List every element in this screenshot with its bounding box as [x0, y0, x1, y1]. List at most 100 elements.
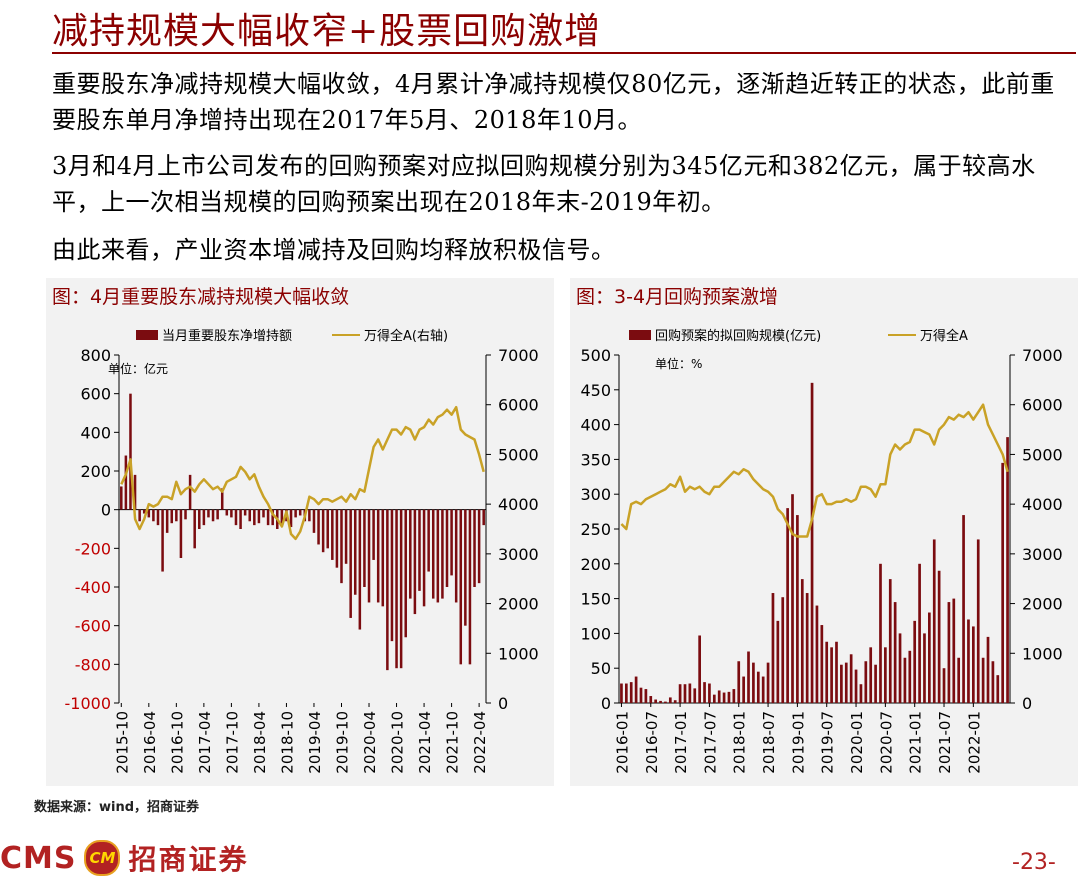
bar: [717, 690, 721, 703]
bar: [335, 509, 339, 568]
bar: [152, 509, 155, 522]
bar: [830, 647, 833, 703]
left-tick-label: 0: [601, 694, 611, 713]
bar: [952, 598, 956, 703]
bar: [257, 509, 261, 524]
right-tick-label: 6000: [1022, 396, 1063, 415]
bar: [413, 509, 417, 615]
x-tick-label: 2020-01: [848, 711, 866, 774]
right-tick-label: 2000: [1022, 595, 1063, 614]
left-tick-label: 100: [580, 624, 611, 643]
bar: [766, 662, 770, 703]
bar: [791, 494, 794, 703]
bar: [644, 689, 648, 703]
bar: [399, 509, 403, 669]
left-tick-label: 500: [580, 346, 611, 365]
paragraph-1: 重要股东净减持规模大幅收敛，4月累计净减持规模仅80亿元，逐渐趋近转正的状态，此…: [52, 70, 1055, 134]
bar: [634, 676, 638, 703]
bar: [331, 509, 334, 560]
paragraph-2: 3月和4月上市公司发布的回购预案对应拟回购规模分别为345亿元和382亿元，属于…: [52, 152, 1036, 216]
chart-panel-left: 图：4月重要股东减持规模大幅收敛 当月重要股东净增持额 万得全A(右轴) 单位：亿元…: [46, 278, 554, 786]
legend-bar-swatch: [136, 330, 158, 340]
bar: [216, 509, 219, 520]
bar: [996, 675, 1000, 703]
right-tick-label: 7000: [1022, 346, 1063, 365]
x-tick-label: 2017-01: [672, 711, 690, 774]
bar: [239, 509, 242, 529]
bar: [898, 633, 902, 703]
chart-left-title: 图：4月重要股东减持规模大幅收敛: [52, 286, 350, 308]
bar: [800, 579, 804, 703]
legend-bar-label: 回购预案的拟回购规模(亿元): [655, 328, 821, 344]
right-tick-label: 3000: [1022, 545, 1063, 564]
chart-right-svg: 回购预案的拟回购规模(亿元) 万得全A 单位：% 0 50 100 150 200 250 300…: [580, 328, 1063, 774]
x-tick-label: 2021-10: [444, 711, 462, 774]
bar: [156, 509, 160, 526]
left-tick-label: -600: [75, 617, 111, 636]
x-tick-label: 2022-04: [471, 711, 489, 774]
bar: [932, 539, 936, 703]
bar: [381, 509, 385, 607]
bar: [266, 509, 270, 526]
x-tick-label: 2016-04: [141, 711, 159, 774]
logo-cms-text: CMS: [0, 840, 77, 876]
right-tick-label: 7000: [498, 346, 539, 365]
bar: [712, 694, 716, 703]
bar: [854, 669, 858, 703]
x-tick-label: 2018-10: [278, 711, 296, 774]
bar: [659, 700, 662, 703]
bar: [477, 509, 481, 584]
right-tick-label: 1000: [1022, 644, 1063, 663]
x-tick-label: 2018-04: [251, 711, 269, 774]
bar: [289, 509, 293, 528]
left-tick-label: 250: [580, 520, 611, 539]
left-tick-label: 400: [580, 416, 611, 435]
legend-line-label: 万得全A: [920, 328, 968, 344]
bar: [874, 664, 877, 703]
bar: [1006, 437, 1009, 703]
bar: [349, 509, 352, 618]
bar: [654, 699, 657, 703]
left-tick-label: 50: [591, 659, 611, 678]
bar: [468, 509, 472, 665]
bar: [835, 641, 838, 703]
left-tick-label: 450: [580, 381, 611, 400]
bar: [363, 509, 366, 587]
left-tick-label: 400: [80, 423, 111, 442]
bar: [967, 619, 970, 703]
bar: [317, 509, 320, 545]
index-line: [620, 403, 1009, 538]
bar: [409, 509, 412, 599]
bar: [129, 393, 132, 510]
bar: [976, 539, 980, 703]
x-tick-label: 2018-01: [731, 711, 749, 774]
bar: [340, 509, 343, 584]
left-tick-label: 350: [580, 450, 611, 469]
bar: [840, 664, 843, 703]
x-tick-label: 2019-04: [306, 711, 324, 774]
bar: [464, 509, 467, 626]
bar: [923, 633, 926, 703]
bar: [732, 689, 736, 703]
chart-panel-right: 图：3-4月回购预案激增 回购预案的拟回购规模(亿元) 万得全A 单位：% 0 50 10…: [570, 278, 1078, 786]
right-tick-label: 0: [1022, 694, 1032, 713]
bar: [431, 509, 435, 599]
bar: [179, 509, 183, 558]
paragraph-3: 由此来看，产业资本增减持及回购均释放积极信号。: [52, 236, 616, 264]
logo-badge-icon: CM: [84, 840, 121, 876]
left-tick-label: -400: [75, 578, 111, 597]
bar: [188, 474, 192, 510]
bar: [747, 651, 750, 703]
bar: [454, 509, 458, 603]
bar: [202, 509, 206, 526]
bar: [404, 509, 407, 638]
bar: [427, 509, 430, 572]
bar: [947, 602, 951, 703]
bar: [903, 657, 907, 703]
bar: [844, 662, 848, 703]
bar: [849, 654, 853, 703]
bar: [786, 508, 789, 703]
bar: [864, 661, 868, 703]
x-tick-label: 2015-10: [113, 711, 131, 774]
bar: [170, 509, 174, 524]
